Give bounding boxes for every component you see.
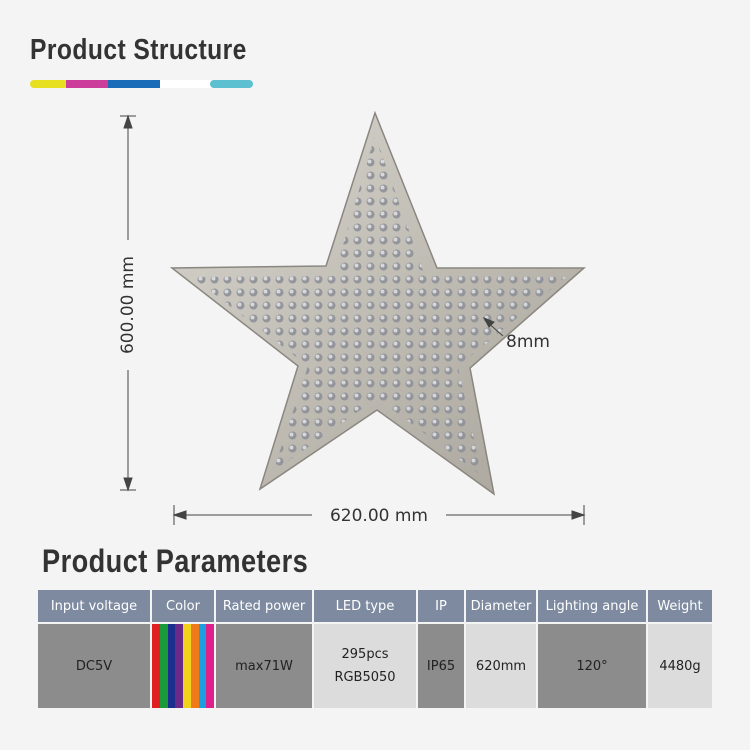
structure-drawing: 600.00 mm 620.00 mm 8mm xyxy=(30,80,586,526)
table-cell xyxy=(152,624,214,708)
table-cell: DC5V xyxy=(38,624,150,708)
edge-label: 8mm xyxy=(506,332,550,352)
parameters-table: Input voltage DC5V Color Rated power max71W L… xyxy=(38,590,712,708)
color-swatches xyxy=(152,624,214,708)
table-column: Rated power max71W xyxy=(216,590,312,708)
table-column: LED type 295pcs RGB5050 xyxy=(314,590,416,708)
table-cell: 120° xyxy=(538,624,646,708)
dimension-lines xyxy=(120,114,586,525)
table-column: Lighting angle 120° xyxy=(538,590,646,708)
color-swatch xyxy=(159,624,168,708)
section-title: Product Parameters xyxy=(42,543,309,579)
table-cell: 4480g xyxy=(648,624,712,708)
color-swatch xyxy=(206,624,214,708)
table-cell: max71W xyxy=(216,624,312,708)
cell-text: 295pcs xyxy=(341,647,389,662)
table-column: Color xyxy=(152,590,214,708)
column-header: IP xyxy=(418,590,464,622)
color-swatch xyxy=(152,624,160,708)
color-bar xyxy=(30,80,253,88)
table-column: IP IP65 xyxy=(418,590,464,708)
column-header: Input voltage xyxy=(38,590,150,622)
table-cell: IP65 xyxy=(418,624,464,708)
color-swatch xyxy=(190,624,199,708)
cell-text: 4480g xyxy=(659,658,701,674)
width-label: 620.00 mm xyxy=(330,506,428,526)
color-swatch xyxy=(167,624,176,708)
cell-text: IP65 xyxy=(426,658,456,674)
column-header: LED type xyxy=(314,590,416,622)
column-header: Lighting angle xyxy=(538,590,646,622)
color-swatch xyxy=(183,624,191,708)
cell-text: DC5V xyxy=(75,658,113,674)
table-column: Weight 4480g xyxy=(648,590,712,708)
table-cell: 620mm xyxy=(466,624,536,708)
height-label: 600.00 mm xyxy=(118,256,138,354)
cell-text: RGB5050 xyxy=(334,670,396,685)
column-header: Rated power xyxy=(216,590,312,622)
column-header: Color xyxy=(152,590,214,622)
column-header: Weight xyxy=(648,590,712,622)
section-title: Product Structure xyxy=(30,34,247,66)
cell-text: 120° xyxy=(576,658,608,674)
table-cell: 295pcs RGB5050 xyxy=(314,624,416,708)
column-header: Diameter xyxy=(466,590,536,622)
color-swatch xyxy=(175,624,183,708)
table-column: Input voltage DC5V xyxy=(38,590,150,708)
cell-text: max71W xyxy=(235,658,293,674)
cell-text: 620mm xyxy=(475,658,527,674)
table-column: Diameter 620mm xyxy=(466,590,536,708)
color-swatch xyxy=(198,624,207,708)
star-leds xyxy=(192,135,566,476)
